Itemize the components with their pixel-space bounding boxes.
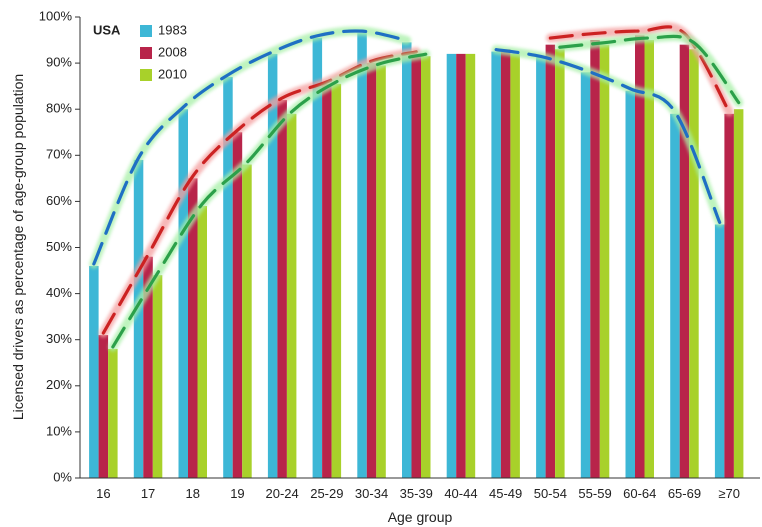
bar-2008-40-44 [456,53,466,478]
bar-2010-19 [242,164,252,478]
y-tick-label: 50% [46,239,72,254]
x-tick-label: 19 [230,486,244,501]
bar-1983-19 [223,76,233,479]
bar-2010-30-34 [376,65,386,479]
bar-2008-65-69 [679,44,690,478]
country-label: USA [93,22,121,37]
bar-2008-19 [232,132,243,478]
x-tick-label: 45-49 [489,486,522,501]
x-tick-label: ≥70 [718,486,740,501]
bar-2008-60-64 [635,35,645,478]
bar-1983-17 [133,159,144,478]
legend-swatch [140,69,152,81]
bar-2010-20-24 [286,113,297,478]
y-tick-label: 90% [46,55,72,70]
bar-1983-≥70 [714,224,725,478]
bar-2010-65-69 [689,49,699,479]
bar-1983-16 [89,265,99,478]
trend-line-1983 [92,29,409,266]
x-tick-label: 35-39 [400,486,433,501]
legend-label: 2010 [158,66,187,81]
y-tick-label: 10% [46,423,72,438]
trend-line-1983 [494,47,722,225]
bar-2008-35-39 [411,53,421,478]
bar-2010-17 [152,275,163,478]
bar-1983-50-54 [536,56,546,478]
trend-line-glow-2008 [98,47,421,338]
y-tick-label: 20% [46,377,72,392]
bar-2010-50-54 [555,49,565,479]
y-axis-title: Licensed drivers as percentage of age-gr… [10,74,26,420]
bar-1983-30-34 [357,33,367,478]
y-tick-labels: 0% 10% 20% 30% 40% 50% 60% 70% 80% 90% 100% [39,8,80,484]
bar-2008-55-59 [590,40,600,479]
bar-2010-40-44 [465,53,476,478]
legend-label: 1983 [158,22,187,37]
x-tick-label: 60-64 [623,486,656,501]
y-tick-label: 40% [46,285,72,300]
legend: USA 1983 2008 2010 [93,22,187,81]
x-tick-label: 17 [141,486,155,501]
bar-2008-18 [188,178,198,478]
bars-layer [89,33,744,479]
bar-1983-35-39 [402,42,412,479]
bar-2010-35-39 [421,56,431,478]
bar-2008-17 [143,256,153,478]
x-tick-label: 40-44 [444,486,477,501]
bar-2008-50-54 [545,44,556,478]
y-tick-label: 70% [46,147,72,162]
x-tick-label: 20-24 [266,486,299,501]
bar-1983-18 [178,109,188,478]
legend-label: 2008 [158,44,187,59]
y-tick-label: 80% [46,101,72,116]
x-tick-label: 25-29 [310,486,343,501]
bar-1983-55-59 [580,72,591,478]
bar-2010-45-49 [510,53,520,478]
trend-line-2010 [558,34,741,105]
x-tick-label: 16 [96,486,110,501]
x-tick-labels: 16 17 18 19 20-24 25-29 30-34 35-39 40-44 45-49 50… [96,486,740,501]
bar-1983-65-69 [670,113,680,478]
bar-2008-45-49 [500,49,511,479]
bar-2008-25-29 [322,83,332,478]
bar-2010-≥70 [733,109,744,478]
bar-2008-30-34 [366,63,377,478]
bar-2010-25-29 [331,83,342,478]
x-tick-label: 65-69 [668,486,701,501]
y-tick-label: 60% [46,193,72,208]
legend-swatch [140,47,152,59]
bar-1983-60-64 [625,90,635,478]
x-tick-label: 55-59 [578,486,611,501]
x-tick-label: 50-54 [534,486,567,501]
bar-1983-45-49 [491,51,501,478]
trend-lines-layer [89,22,744,352]
x-axis-title: Age group [388,509,453,525]
bar-2010-18 [197,206,207,478]
bar-1983-20-24 [267,53,278,478]
bar-1983-40-44 [446,53,457,478]
trend-line-2008 [548,25,731,114]
x-tick-label: 30-34 [355,486,388,501]
trend-line-2010 [111,52,428,349]
bar-2010-16 [108,348,118,478]
bar-2010-55-59 [599,44,610,478]
bar-2008-20-24 [277,99,287,478]
y-tick-label: 100% [39,8,73,23]
bar-2008-16 [98,335,109,478]
y-tick-label: 0% [53,469,72,484]
legend-swatch [140,25,152,37]
bar-2010-60-64 [644,40,654,479]
bar-2008-≥70 [724,113,734,478]
bar-1983-25-29 [312,37,323,478]
y-tick-label: 30% [46,331,72,346]
x-tick-label: 18 [186,486,200,501]
